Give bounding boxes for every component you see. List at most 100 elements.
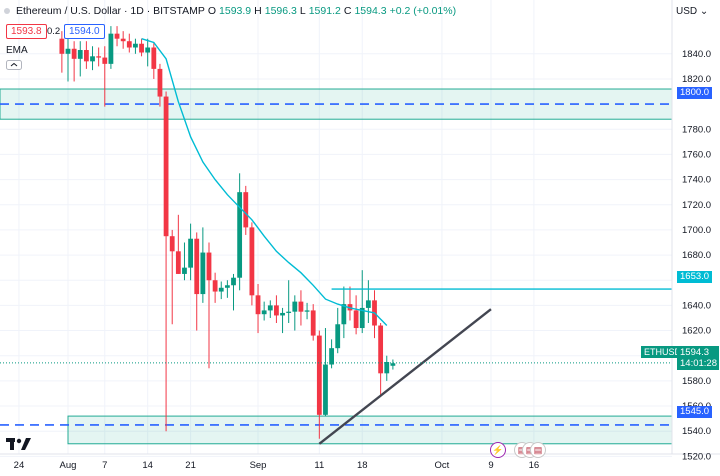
indicator-label-ema[interactable]: EMA xyxy=(6,45,28,56)
candle-body xyxy=(341,304,347,325)
symbol-tag: ETHUSD xyxy=(641,346,685,358)
candle-body xyxy=(274,305,279,316)
candle-body xyxy=(175,251,181,274)
time-tick-label: 24 xyxy=(14,460,25,471)
candle-body xyxy=(304,310,310,312)
ema-line xyxy=(141,38,388,326)
candle-body xyxy=(108,33,114,64)
currency-selector[interactable]: USD ⌄ xyxy=(676,6,709,17)
candle-body xyxy=(120,38,126,42)
candle-body xyxy=(83,50,89,62)
candle-body xyxy=(126,41,132,48)
high-value: 1596.3 xyxy=(264,5,297,17)
candle-body xyxy=(200,252,206,295)
candle-body xyxy=(188,238,193,268)
price-tick-label: 1780.0 xyxy=(682,124,711,135)
candle-body xyxy=(255,295,261,315)
time-tick-label: 21 xyxy=(185,460,196,471)
candle-body xyxy=(329,348,334,365)
candlesticks xyxy=(59,26,396,439)
support-zone xyxy=(67,415,673,445)
chart-overlays[interactable] xyxy=(0,38,672,445)
sell-price-button[interactable]: 1593.8 xyxy=(6,24,47,39)
chart-grid xyxy=(0,0,672,457)
price-tick-label: 1640.0 xyxy=(682,300,711,311)
price-tick-label: 1700.0 xyxy=(682,225,711,236)
candle-body xyxy=(194,238,200,295)
candle-body xyxy=(390,363,396,366)
change-value: +0.2 (+0.01%) xyxy=(389,5,457,17)
price-tag-support[interactable]: 1545.0 xyxy=(677,406,713,418)
tradingview-logo-icon xyxy=(6,438,31,450)
candle-body xyxy=(249,227,255,296)
candle-body xyxy=(133,43,138,48)
time-tick-label: Oct xyxy=(435,460,450,471)
candle-body xyxy=(310,310,316,336)
open-value: 1593.9 xyxy=(219,5,252,17)
price-tick-label: 1520.0 xyxy=(682,451,711,462)
time-tick-label: 18 xyxy=(357,460,368,471)
symbol-title[interactable]: Ethereum / U.S. Dollar · 1D · BITSTAMP xyxy=(16,5,205,17)
low-value: 1591.2 xyxy=(308,5,341,17)
candle-body xyxy=(359,307,365,329)
candle-body xyxy=(139,43,144,53)
price-tick-label: 1760.0 xyxy=(682,149,711,160)
price-tag-1653[interactable]: 1653.0 xyxy=(677,271,713,283)
price-axis[interactable]: 1520.01540.01560.01580.01600.01620.01640… xyxy=(682,49,711,463)
price-tick-label: 1580.0 xyxy=(682,376,711,387)
candle-body xyxy=(384,362,390,374)
candle-body xyxy=(335,324,341,349)
market-status-icon xyxy=(4,8,10,14)
price-tick-label: 1820.0 xyxy=(682,74,711,85)
price-tick-label: 1540.0 xyxy=(682,426,711,437)
lightning-icon[interactable]: ⚡ xyxy=(490,442,506,458)
candle-body xyxy=(353,310,359,329)
chevron-down-icon: ⌄ xyxy=(699,6,709,17)
time-tick-label: 14 xyxy=(142,460,153,471)
candle-body xyxy=(224,285,230,288)
price-tick-label: 1680.0 xyxy=(682,250,711,261)
candle-body xyxy=(378,325,384,374)
candle-body xyxy=(114,33,120,39)
candle-body xyxy=(316,335,322,415)
price-tick-label: 1740.0 xyxy=(682,175,711,186)
us-flag-icon[interactable]: ▤ xyxy=(530,442,546,458)
candle-body xyxy=(59,38,65,54)
price-tick-label: 1720.0 xyxy=(682,200,711,211)
candle-body xyxy=(102,57,108,64)
candle-body xyxy=(145,47,151,53)
close-value: 1594.3 xyxy=(354,5,387,17)
tradingview-logo[interactable] xyxy=(6,436,32,452)
candle-body xyxy=(151,47,157,69)
candle-body xyxy=(280,312,285,316)
collapse-legend-icon[interactable] xyxy=(6,60,22,70)
time-tick-label: 9 xyxy=(488,460,493,471)
candle-body xyxy=(206,252,212,281)
candle-body xyxy=(163,96,169,237)
time-axis[interactable]: 24 Aug 7 14 21 Sep 11 18 Oct 9 16 xyxy=(14,460,539,471)
price-tick-label: 1840.0 xyxy=(682,49,711,60)
time-tick-label: Aug xyxy=(60,460,77,471)
candle-body xyxy=(323,364,328,415)
time-tick-label: 16 xyxy=(529,460,540,471)
candle-body xyxy=(90,56,95,62)
bar-countdown: 14:01:28 xyxy=(680,358,717,369)
candle-body xyxy=(237,192,243,278)
candle-body xyxy=(212,280,218,292)
candle-body xyxy=(261,310,267,315)
candle-body xyxy=(292,301,298,312)
candle-body xyxy=(231,277,236,286)
candle-body xyxy=(365,300,371,308)
last-price-tag[interactable]: 1594.3 14:01:28 xyxy=(677,346,719,370)
candle-body xyxy=(267,305,273,311)
candle-body xyxy=(243,192,249,228)
candle-body xyxy=(286,311,292,313)
last-price-value: 1594.3 xyxy=(680,347,710,358)
candle-body xyxy=(71,48,77,59)
support-resistance-zones[interactable] xyxy=(0,88,673,445)
candle-body xyxy=(182,267,187,274)
candle-body xyxy=(298,301,304,312)
price-tag-resistance[interactable]: 1800.0 xyxy=(677,87,713,99)
buy-price-button[interactable]: 1594.0 xyxy=(64,24,105,39)
